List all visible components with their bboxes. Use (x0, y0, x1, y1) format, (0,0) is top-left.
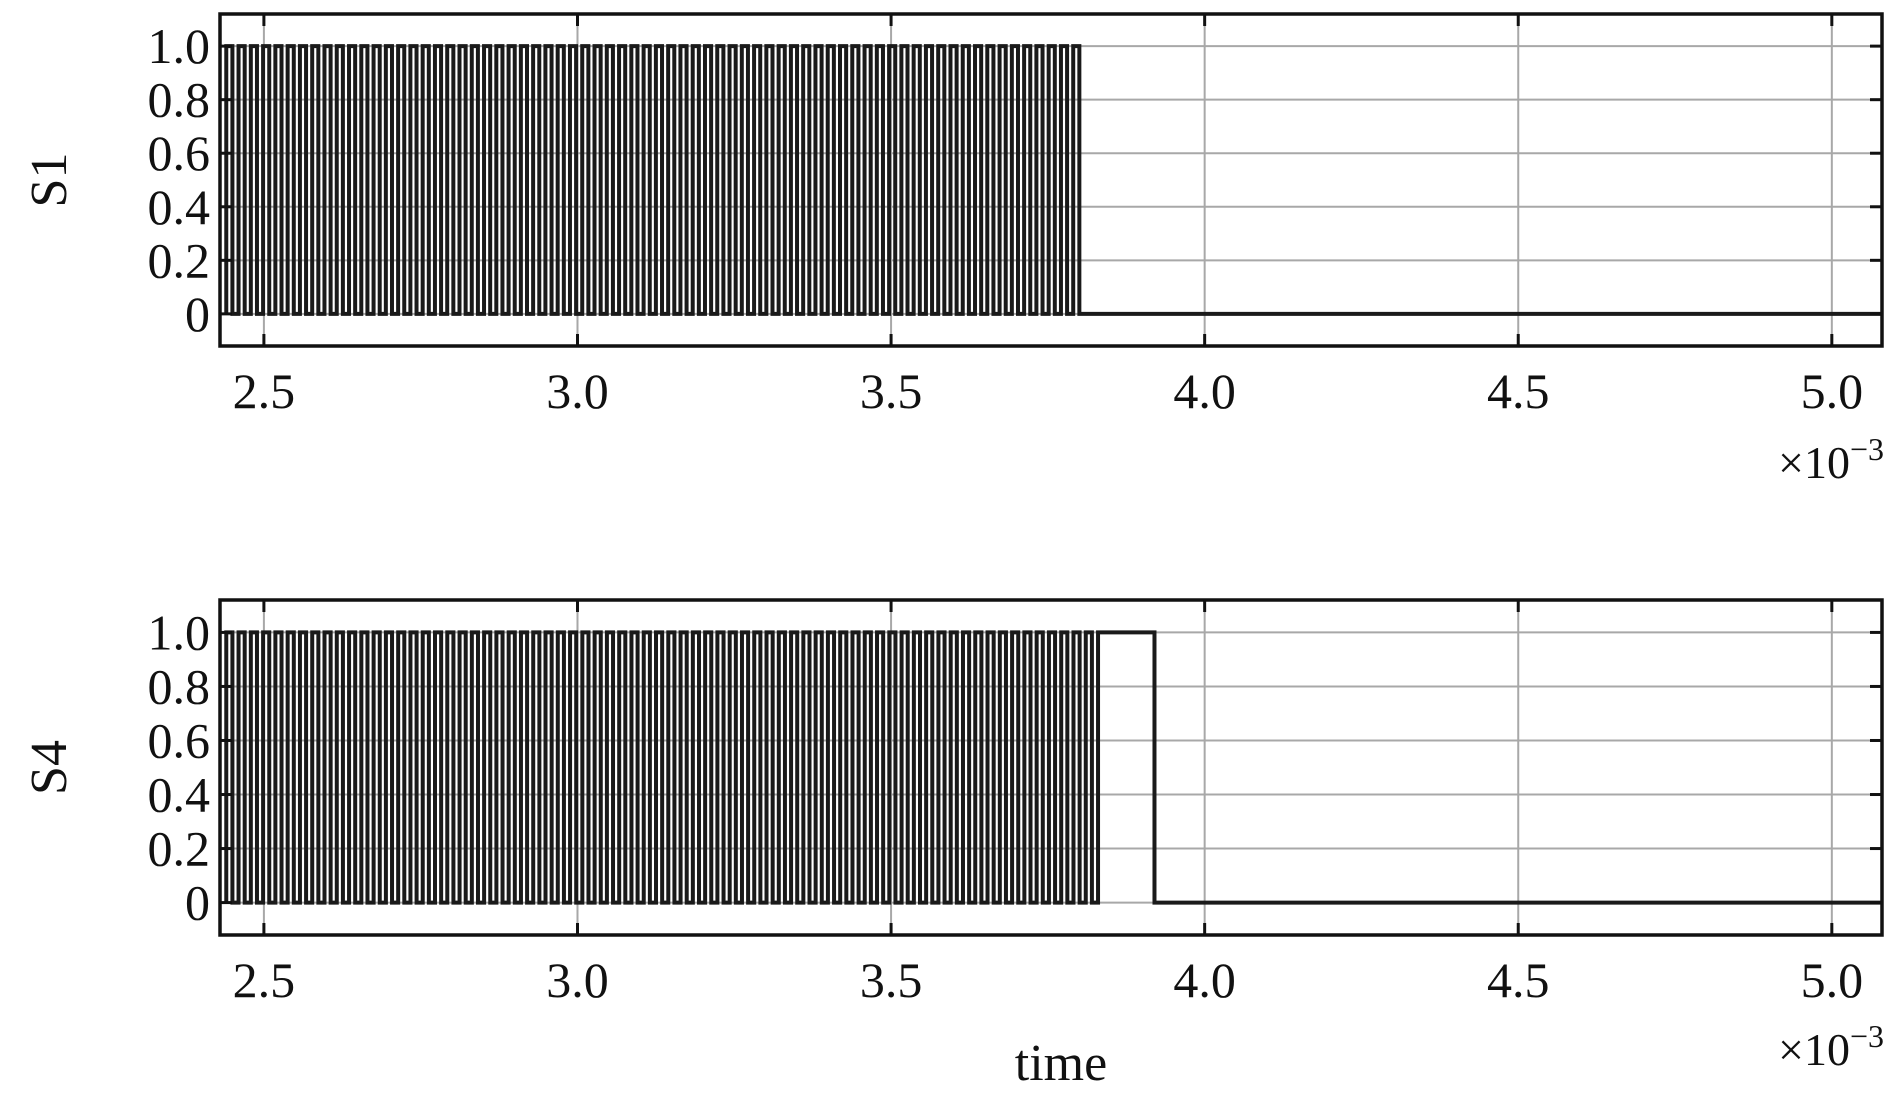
series-line-s4 (226, 632, 1882, 902)
y-tick-label: 0.6 (148, 712, 211, 768)
x-axis-multiplier: ×10−3 (1778, 431, 1884, 488)
x-tick-label: 3.5 (860, 363, 923, 419)
y-tick-label: 0 (185, 286, 210, 342)
plot-frame (220, 600, 1882, 935)
x-tick-label: 5.0 (1801, 952, 1864, 1008)
x-axis-label: time (1015, 1035, 1107, 1092)
y-tick-label: 0 (185, 875, 210, 931)
panel-s1: 2.5 3.0 3.5 4.0 4.5 5.0 00.20.40.60.81.0 S1 ×10−… (21, 14, 1884, 488)
y-axis-label: S1 (21, 153, 78, 208)
panel-s4: 2.5 3.0 3.5 4.0 4.5 5.0 00.20.40.60.81.0 S4 ×10−… (21, 600, 1884, 1092)
x-tick-label: 4.0 (1173, 363, 1236, 419)
x-axis-multiplier: ×10−3 (1778, 1018, 1884, 1075)
y-tick-label: 0.4 (148, 767, 211, 823)
y-axis-label: S4 (21, 740, 78, 795)
y-tick-label: 1.0 (148, 604, 211, 660)
x-tick-label: 5.0 (1801, 363, 1864, 419)
x-tick-label: 2.5 (233, 363, 296, 419)
y-tick-label: 0.8 (148, 72, 211, 128)
y-tick-label: 0.2 (148, 232, 211, 288)
x-tick-label: 2.5 (233, 952, 296, 1008)
y-tick-label: 0.2 (148, 821, 211, 877)
x-tick-label: 3.5 (860, 952, 923, 1008)
y-tick-label: 0.4 (148, 179, 211, 235)
x-tick-label: 4.0 (1173, 952, 1236, 1008)
x-tick-label: 3.0 (546, 952, 609, 1008)
series-line-s1 (226, 46, 1882, 314)
y-tick-label: 0.8 (148, 658, 211, 714)
y-tick-label: 1.0 (148, 18, 211, 74)
x-tick-label: 4.5 (1487, 952, 1550, 1008)
plot-frame (220, 14, 1882, 346)
x-tick-label: 4.5 (1487, 363, 1550, 419)
y-tick-label: 0.6 (148, 125, 211, 181)
x-tick-label: 3.0 (546, 363, 609, 419)
